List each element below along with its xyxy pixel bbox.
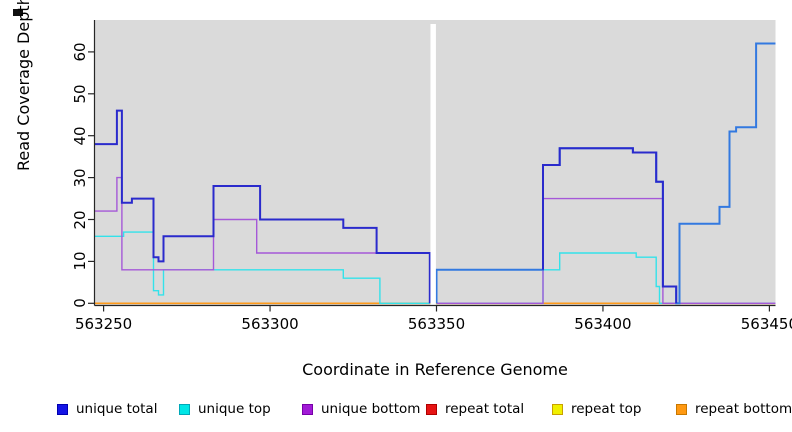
y-tick-label: 20 (71, 209, 89, 230)
series-line-unique-bottom (436, 197, 776, 304)
y-tick-label: 60 (71, 42, 89, 62)
legend-swatch-icon (302, 403, 313, 415)
legend-label: repeat total (445, 401, 525, 417)
legend-swatch-icon (179, 403, 190, 415)
y-axis-title: Read Coverage Depth (0, 0, 124, 171)
x-tick-label: 563350 (407, 315, 466, 333)
legend-label: repeat bottom (695, 401, 792, 417)
legend-label: unique total (76, 401, 158, 417)
legend-swatch-icon (552, 403, 563, 415)
series-line-unique-total (95, 109, 431, 304)
legend-item-repeat-total: repeat total (426, 398, 524, 420)
x-tick-label: 563250 (74, 315, 133, 333)
legend-label: unique bottom (321, 401, 421, 417)
x-tick-label: 563400 (574, 315, 632, 333)
series-line-unique-bottom (95, 176, 431, 304)
chart-legend: unique total unique top unique bottom repea… (0, 398, 792, 422)
legend-label: unique top (198, 401, 271, 417)
legend-label: repeat top (571, 401, 642, 417)
y-tick-label: 0 (71, 298, 89, 309)
legend-item-unique-total: unique total (57, 398, 157, 420)
x-tick-label: 563300 (241, 315, 299, 333)
legend-item-repeat-bottom: repeat bottom (676, 398, 792, 420)
y-tick-label: 40 (71, 126, 89, 146)
legend-swatch-icon (676, 403, 687, 415)
x-axis-title: Coordinate in Reference Genome (302, 360, 568, 379)
legend-swatch-icon (57, 403, 68, 415)
y-axis-title-text: Read Coverage Depth (14, 0, 33, 171)
no-data-gap-band (430, 24, 436, 305)
y-tick-label: 30 (71, 168, 89, 188)
y-tick-label: 10 (71, 251, 89, 271)
y-tick-label: 50 (71, 84, 89, 104)
legend-item-unique-bottom: unique bottom (302, 398, 420, 420)
series-line-unique-total (542, 147, 678, 304)
screen-artifact (13, 9, 23, 16)
series-line-unique-top (95, 231, 430, 304)
legend-item-unique-top: unique top (179, 398, 271, 420)
legend-swatch-icon (426, 403, 437, 415)
legend-item-repeat-top: repeat top (552, 398, 641, 420)
